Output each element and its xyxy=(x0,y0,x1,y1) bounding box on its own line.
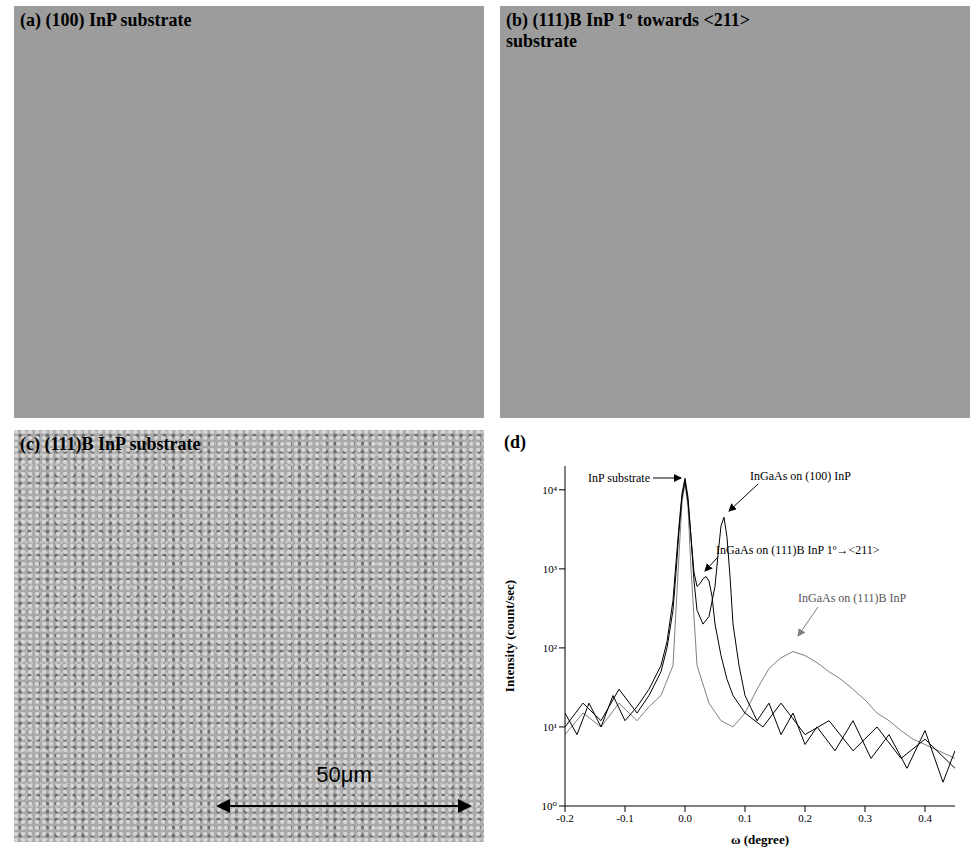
svg-text:10⁰: 10⁰ xyxy=(542,800,558,812)
svg-text:-0.2: -0.2 xyxy=(556,812,573,824)
svg-text:InP substrate: InP substrate xyxy=(588,471,650,485)
html-text:(d): (d) xyxy=(504,432,526,452)
svg-text:10²: 10² xyxy=(543,642,558,654)
svg-text:10¹: 10¹ xyxy=(543,721,557,733)
svg-text:0.1: 0.1 xyxy=(738,812,752,824)
html-text:(b) (111)B InP 1º towards <211: (b) (111)B InP 1º towards <211> substrat… xyxy=(506,10,750,51)
svg-text:0.2: 0.2 xyxy=(798,812,812,824)
svg-text:-0.1: -0.1 xyxy=(616,812,633,824)
svg-text:0.3: 0.3 xyxy=(858,812,872,824)
svg-text:InGaAs on (111)B InP: InGaAs on (111)B InP xyxy=(798,591,906,605)
svg-text:InGaAs on (111)B InP 1º→<211>: InGaAs on (111)B InP 1º→<211> xyxy=(716,543,880,557)
html-text:(c) (111)B InP substrate: (c) (111)B InP substrate xyxy=(20,434,201,454)
svg-text:10³: 10³ xyxy=(543,563,558,575)
html-text:(a) (100) InP substrate: (a) (100) InP substrate xyxy=(20,10,192,30)
svg-text:0.4: 0.4 xyxy=(918,812,932,824)
html-text:50μm: 50μm xyxy=(316,762,372,787)
svg-text:ω (degree): ω (degree) xyxy=(731,832,789,847)
svg-text:0.0: 0.0 xyxy=(678,812,692,824)
svg-text:Intensity (count/sec): Intensity (count/sec) xyxy=(502,580,517,692)
svg-text:10⁴: 10⁴ xyxy=(542,484,557,496)
svg-text:InGaAs on (100) InP: InGaAs on (100) InP xyxy=(750,469,851,483)
